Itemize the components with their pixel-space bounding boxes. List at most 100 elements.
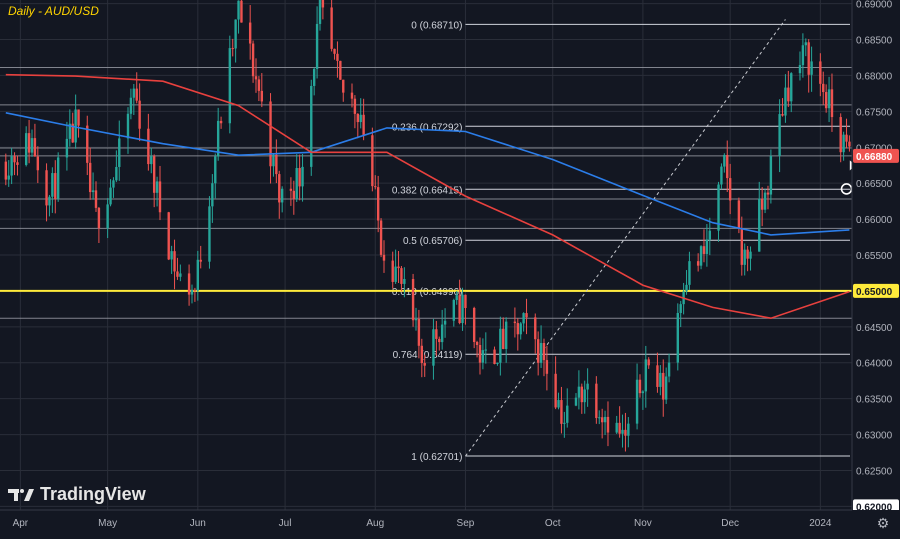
x-tick-label: May (98, 518, 117, 529)
candle-body (379, 220, 383, 255)
candle-body (251, 43, 255, 77)
price-label: 0.66880 (856, 152, 893, 163)
candle-body (790, 73, 793, 102)
candle-body (627, 423, 630, 436)
candle-body (193, 289, 197, 291)
candle-body (260, 90, 264, 102)
candle-body (598, 417, 601, 419)
x-tick-label: Apr (13, 518, 29, 529)
y-tick-label: 0.67000 (856, 143, 893, 154)
candle-body (696, 261, 700, 266)
candle-body (801, 45, 805, 66)
candle-body (257, 79, 261, 91)
candle-body (135, 88, 138, 101)
candle-body (382, 254, 386, 261)
candle-body (129, 97, 133, 114)
candle-body (4, 161, 8, 180)
y-tick-label: 0.64500 (856, 323, 893, 334)
candle-body (147, 128, 150, 165)
candle-body (48, 196, 51, 206)
candle-body (394, 266, 397, 282)
candle-body (350, 92, 354, 99)
y-tick-label: 0.62500 (856, 466, 893, 477)
candle-body (787, 87, 790, 102)
candle-body (513, 321, 517, 324)
candle-body (112, 180, 115, 188)
candle-body (417, 319, 421, 346)
fib-level-label: 0 (0.68710) (411, 20, 462, 31)
y-tick-label: 0.63000 (856, 431, 893, 442)
fib-level-label: 0.618 (0.64996) (392, 287, 463, 298)
candle-body (728, 178, 732, 201)
candle-body (746, 249, 749, 259)
candle-body (190, 289, 194, 295)
price-label-box (853, 148, 899, 163)
time-axis: Apr May Jun Jul Aug Sep Oct Nov Dec 2024 (0, 509, 900, 534)
y-tick-label: 0.67500 (856, 107, 893, 118)
price-label-box (853, 283, 899, 298)
candle-body (234, 19, 237, 49)
fib-level-label: 0.5 (0.65706) (403, 236, 463, 247)
candle-body (33, 138, 37, 157)
candle-body (539, 343, 543, 363)
candle-body (720, 166, 723, 185)
candle-body (339, 60, 342, 80)
candle-body (272, 154, 275, 167)
candle-body (440, 324, 444, 343)
candle-body (400, 268, 403, 284)
candle-body (737, 200, 741, 229)
fib-level-label: 0.382 (0.66415) (392, 185, 463, 196)
candle-body (615, 422, 618, 433)
candle-body (685, 284, 688, 292)
candle-body (536, 339, 540, 363)
candle-body (219, 120, 223, 124)
candle-body (600, 417, 604, 423)
candle-body (516, 323, 520, 335)
candle-body (845, 134, 848, 142)
candle-body (458, 295, 461, 324)
y-tick-label: 0.68000 (856, 71, 893, 82)
candle-body (644, 359, 647, 392)
candle-body (758, 198, 761, 252)
candle-body (155, 181, 159, 193)
candle-body (621, 429, 624, 434)
candle-body (443, 320, 447, 325)
candle-body (496, 362, 499, 365)
candle-body (525, 313, 528, 318)
candle-body (30, 138, 34, 153)
candle-body (51, 173, 54, 197)
settings-gear-icon[interactable]: ⚙ (876, 515, 890, 531)
x-tick-label: Nov (634, 518, 652, 529)
horizontal-levels (0, 67, 852, 319)
candle-body (298, 168, 301, 187)
candle-body (292, 190, 296, 200)
candle-body (566, 405, 569, 423)
candle-body (804, 42, 807, 46)
candle-body (231, 48, 234, 50)
candle-body (391, 260, 394, 282)
x-tick-label: Dec (721, 518, 739, 529)
candle-body (173, 251, 176, 272)
candle-body (563, 422, 566, 424)
candle-body (624, 429, 627, 436)
candle-body (781, 114, 784, 116)
fib-level-label: 0.236 (0.67292) (392, 122, 463, 133)
candle-body (109, 187, 112, 205)
candle-body (211, 183, 214, 207)
candle-body (301, 166, 304, 187)
candle-body (196, 259, 200, 291)
candle-body (464, 294, 467, 308)
candle-body (371, 135, 374, 187)
candle-body (763, 192, 767, 210)
candle-body (641, 391, 645, 394)
candle-body (839, 117, 842, 153)
candle-body (708, 230, 711, 240)
candle-body (88, 162, 92, 193)
candle-body (656, 365, 659, 387)
price-axis-background (852, 0, 900, 534)
candle-body (822, 83, 825, 93)
candle-body (667, 362, 671, 377)
candle-body (699, 246, 703, 266)
